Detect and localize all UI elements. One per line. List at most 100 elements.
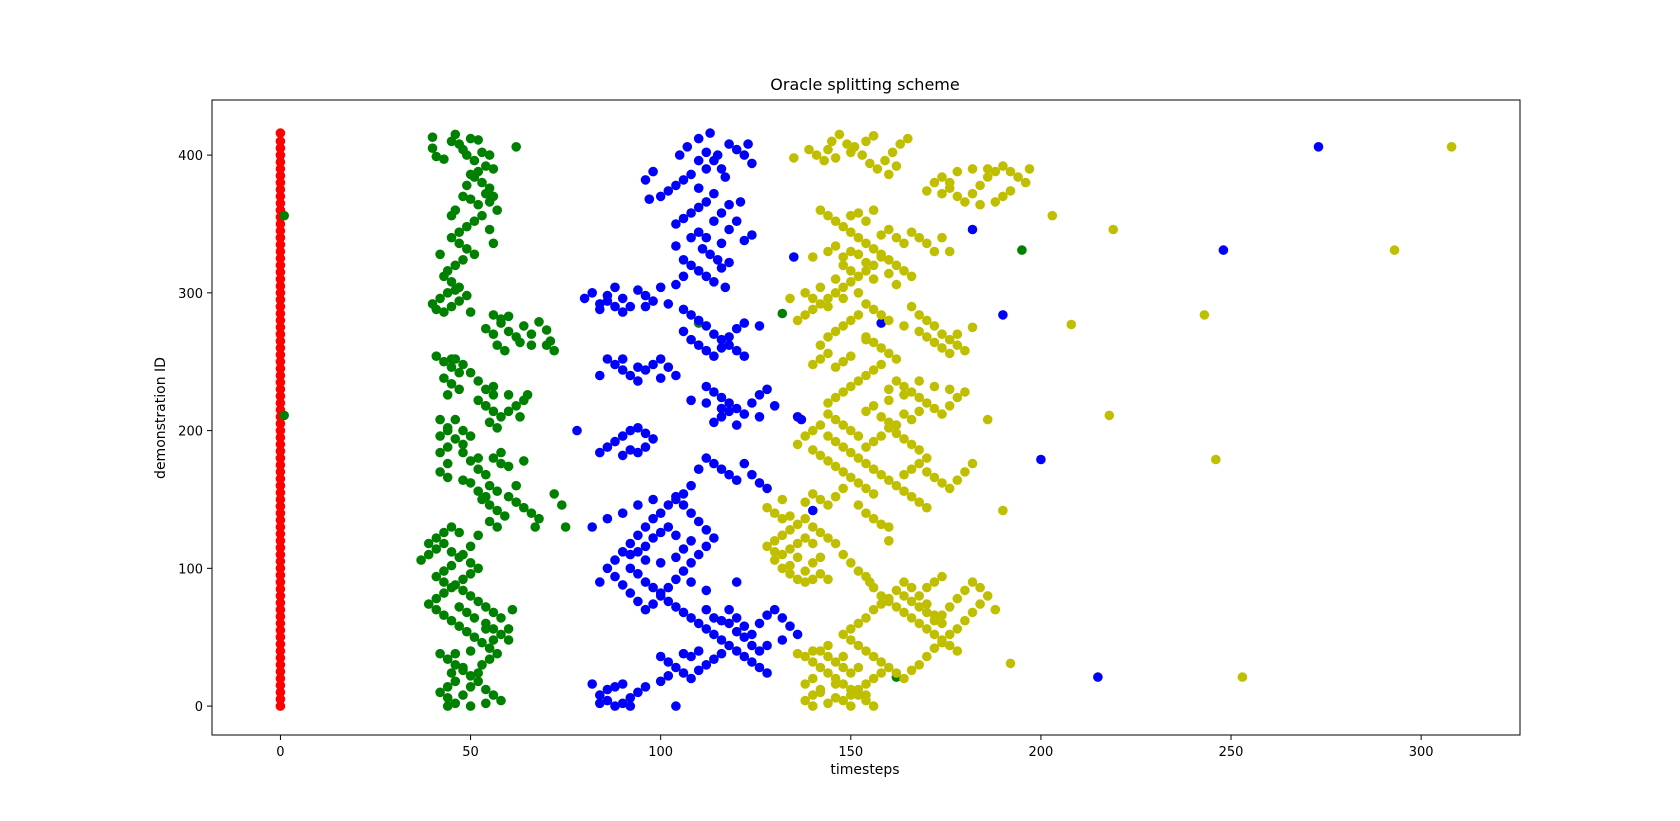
data-point [716,208,727,218]
data-point [731,216,742,226]
data-point [458,447,468,458]
data-point [275,563,286,574]
data-point [823,431,833,441]
data-point [625,445,636,455]
data-point [526,508,537,518]
data-point [960,615,970,626]
data-point [275,377,286,388]
data-point [815,687,826,698]
data-point [435,414,445,425]
data-point [891,428,902,439]
data-point [1047,210,1058,221]
data-point [488,453,499,463]
data-point [868,260,879,271]
data-point [937,172,947,182]
data-point [914,326,924,337]
data-point [686,310,696,320]
data-point [762,541,772,552]
data-point [777,635,788,645]
data-point [739,150,750,160]
data-point [834,129,845,140]
data-point [861,238,871,249]
data-point [693,202,704,213]
data-point [450,129,461,140]
data-point [838,442,848,452]
data-point [655,282,666,293]
data-point [458,662,468,673]
data-point [922,599,932,609]
data-point [678,489,689,499]
data-point [937,188,947,199]
x-axis: 0 50 100 150 200 250 300 [276,735,1434,760]
data-point [454,367,465,378]
data-point [785,569,795,579]
data-point [891,279,902,290]
data-point [838,651,848,662]
data-point [275,329,286,340]
data-point [861,299,871,309]
data-point [454,227,465,237]
data-point [534,513,544,524]
data-point [903,133,913,144]
data-point [693,315,704,326]
data-point [469,249,480,260]
data-point [800,651,810,662]
data-point [663,596,674,607]
data-point [861,370,871,381]
data-point [275,294,286,305]
data-point [477,660,487,670]
data-point [724,224,734,235]
data-point [442,701,453,711]
data-point [640,577,651,587]
data-point [534,317,544,327]
data-point [792,315,803,326]
data-point [446,277,457,287]
data-point [891,260,902,271]
data-point [861,334,871,345]
data-point [579,293,590,304]
data-point [458,359,468,370]
data-point [823,332,833,342]
data-point [929,321,940,331]
data-point [1218,245,1229,255]
data-point [808,293,818,304]
data-point [815,494,826,505]
data-point [279,410,290,421]
data-point [648,513,658,524]
data-point [929,615,940,626]
data-point [724,406,734,417]
data-point [275,157,286,167]
data-point [275,666,286,677]
data-point [876,657,886,667]
data-point [724,332,734,342]
data-point [891,161,902,171]
data-point [492,423,503,433]
data-point [473,668,484,678]
data-point [838,483,848,494]
data-point [275,288,286,298]
data-point [655,676,666,687]
data-point [899,469,909,480]
data-point [473,453,484,463]
x-tick-label: 0 [276,745,284,760]
data-point [442,682,453,692]
data-point [686,334,696,345]
data-point [275,439,286,450]
data-point [423,549,434,560]
data-point [769,547,780,557]
data-point [450,260,461,271]
data-point [868,304,879,315]
data-point [823,651,833,662]
data-point [610,555,620,565]
data-point [868,489,879,499]
data-point [967,164,978,174]
data-point [686,395,696,406]
data-point [1013,172,1023,182]
data-point [914,310,924,320]
data-point [275,501,286,512]
data-point [671,701,681,711]
data-point [458,549,468,560]
data-point [655,191,666,202]
data-point [906,387,917,397]
data-point [990,166,1001,177]
